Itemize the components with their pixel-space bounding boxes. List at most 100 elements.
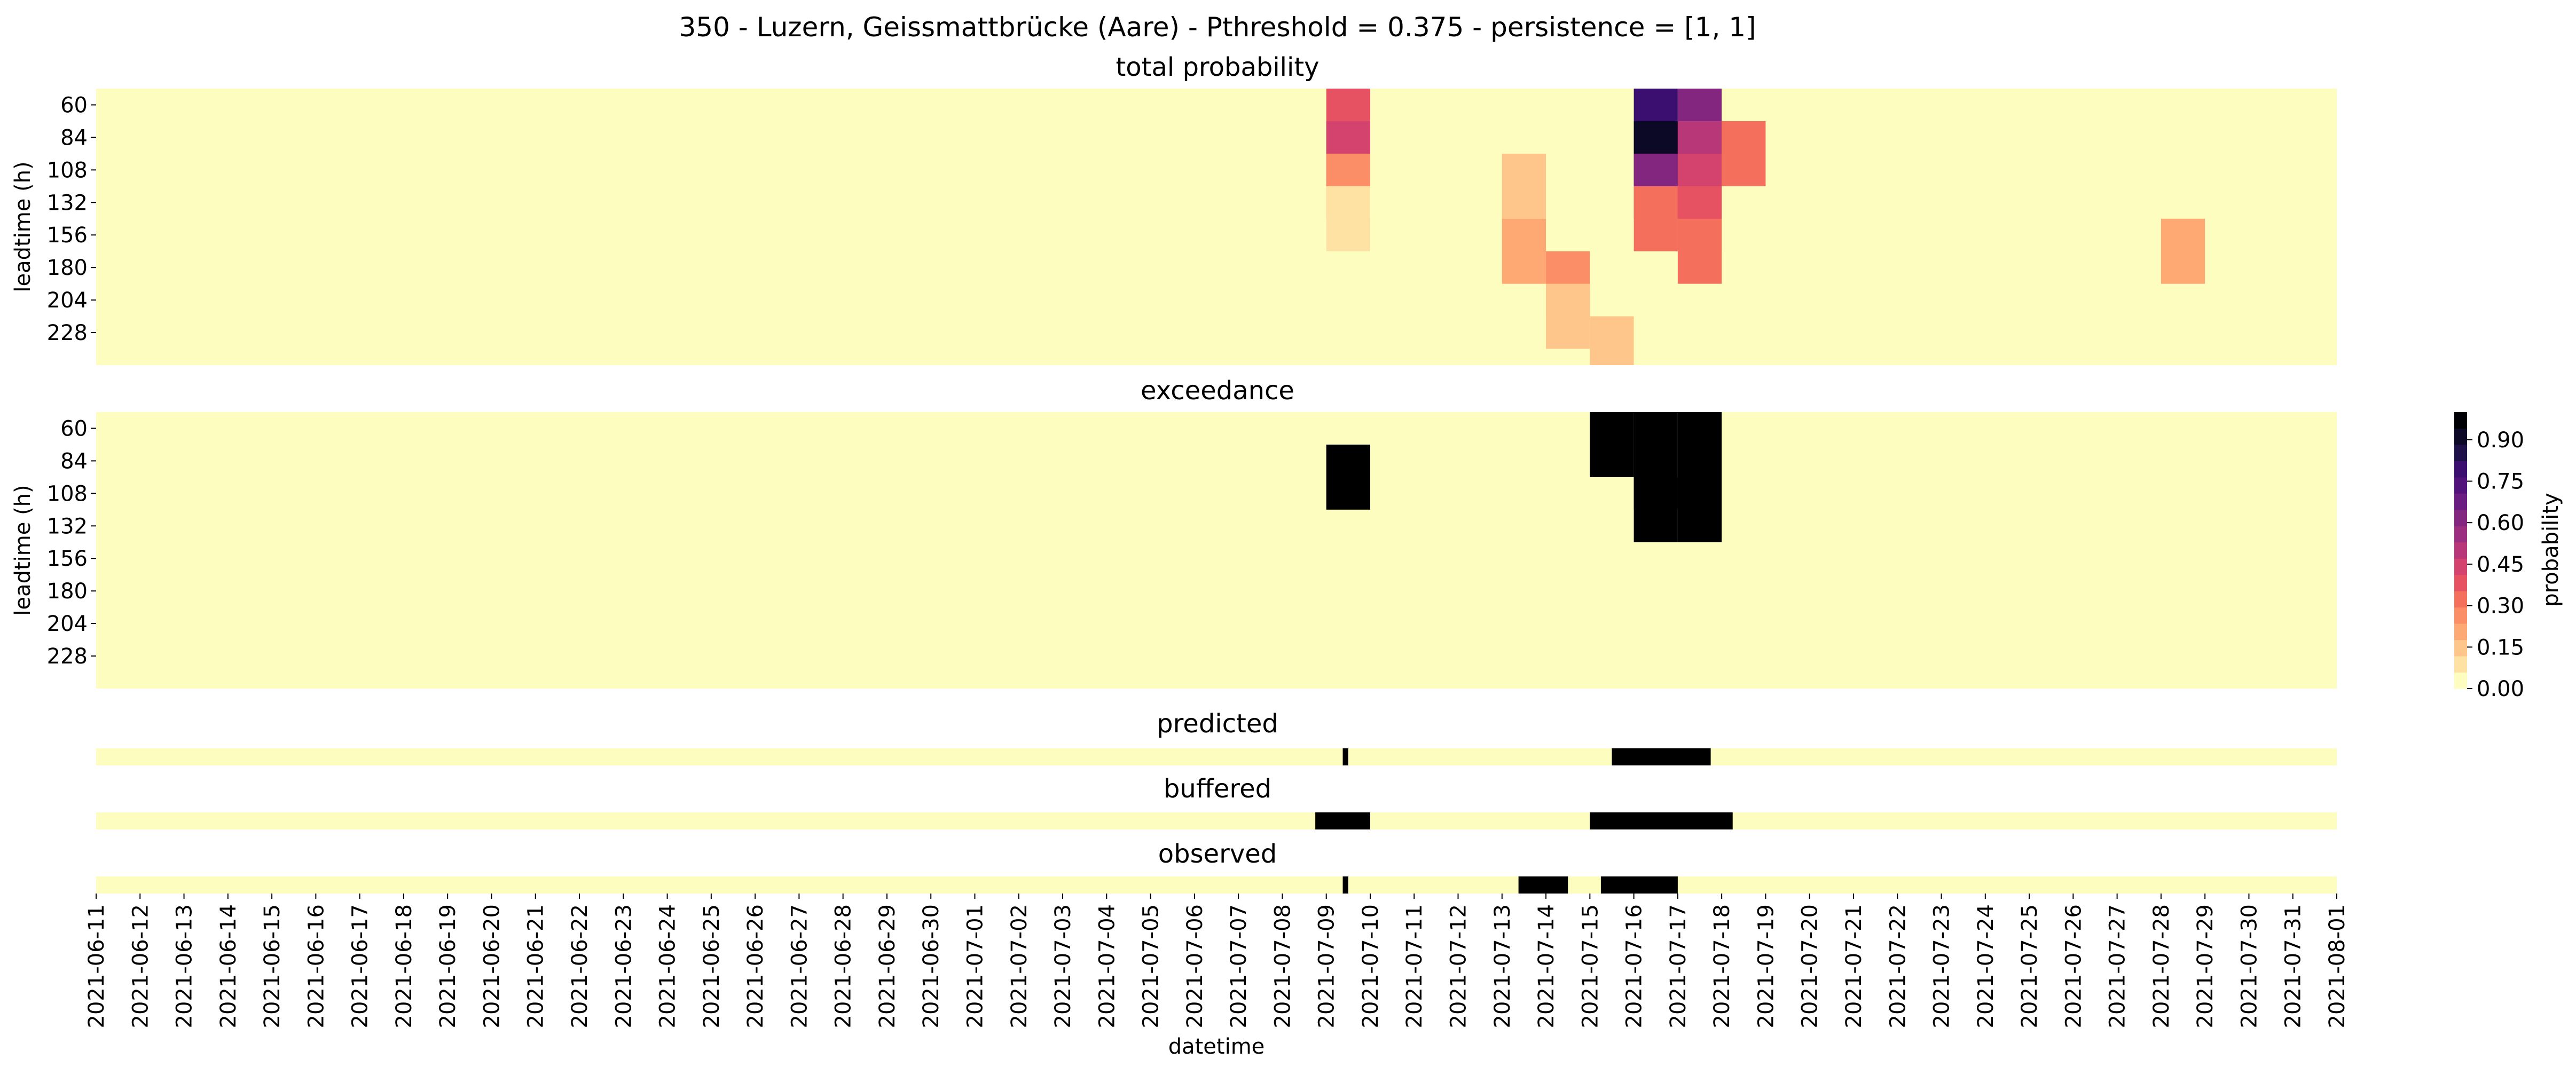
y-tick-label: 204 [47, 288, 88, 313]
colorbar-band [2454, 428, 2467, 445]
heat-cell [1590, 316, 1634, 365]
panel-total-probability [96, 89, 2337, 365]
y-tick-label: 156 [47, 223, 88, 248]
colorbar-band [2454, 526, 2467, 543]
x-tick-label: 2021-06-19 [436, 904, 460, 1028]
observed-background [96, 876, 2337, 894]
x-tick-label: 2021-07-19 [1754, 904, 1778, 1028]
predicted-cells [1342, 748, 1711, 765]
x-tick-label: 2021-07-26 [2061, 904, 2086, 1028]
x-tick-label: 2021-07-02 [1007, 904, 1032, 1028]
x-tick-label: 2021-06-14 [216, 904, 241, 1028]
xlabel: datetime [1168, 1034, 1265, 1059]
x-tick-label: 2021-07-15 [1578, 904, 1603, 1028]
colorbar-ticks: 0.00 0.15 0.30 0.45 0.60 0.75 0.90 [2467, 428, 2524, 701]
yticks-probability-panel: 60 84 108 132 156 180 204 228 [47, 93, 96, 345]
x-ticks: 2021-06-11 2021-06-12 2021-06-13 2021-06-14… [84, 894, 2350, 1028]
observed-cells [1342, 876, 1678, 894]
panel-exceedance [96, 412, 2337, 689]
y-tick-label: 108 [47, 481, 88, 506]
colorbar-label: probability [2539, 493, 2563, 606]
heat-cell [1677, 218, 1722, 284]
interval-bar [1342, 748, 1348, 765]
y-tick-label: 60 [60, 93, 88, 117]
colorbar-band [2454, 623, 2467, 641]
y-tick-label: 156 [47, 547, 88, 571]
interval-bar [1315, 812, 1370, 829]
x-tick-label: 2021-07-03 [1051, 904, 1075, 1028]
x-tick-label: 2021-07-18 [1710, 904, 1734, 1028]
x-tick-label: 2021-06-27 [787, 904, 812, 1028]
heat-cell [1326, 444, 1370, 510]
x-tick-label: 2021-06-17 [348, 904, 373, 1028]
x-tick-label: 2021-07-04 [1095, 904, 1119, 1028]
x-tick-label: 2021-06-26 [743, 904, 768, 1028]
prob-cells [1326, 89, 2205, 365]
x-tick-label: 2021-06-28 [831, 904, 856, 1028]
interval-bar [1612, 748, 1711, 765]
ylabel-exceedance-panel: leadtime (h) [11, 485, 35, 615]
colorbar-band [2454, 672, 2467, 689]
x-tick-label: 2021-07-28 [2149, 904, 2174, 1028]
heat-cell [1326, 186, 1370, 251]
x-tick-label: 2021-07-29 [2193, 904, 2218, 1028]
heat-cell [1722, 121, 1766, 186]
y-tick-label: 108 [47, 158, 88, 183]
y-tick-label: 228 [47, 644, 88, 669]
x-tick-label: 2021-06-21 [524, 904, 548, 1028]
x-tick-label: 2021-07-31 [2281, 904, 2306, 1028]
buffered-background [96, 812, 2337, 829]
x-tick-label: 2021-06-30 [919, 904, 944, 1028]
x-tick-label: 2021-07-25 [2017, 904, 2042, 1028]
x-tick-label: 2021-07-01 [963, 904, 987, 1028]
suptitle: 350 - Luzern, Geissmattbrücke (Aare) - P… [679, 12, 1756, 43]
x-tick-label: 2021-08-01 [2325, 904, 2350, 1028]
heat-cell [1633, 477, 1678, 542]
x-tick-label: 2021-07-13 [1490, 904, 1515, 1028]
prob-background [96, 89, 2337, 365]
x-tick-label: 2021-07-12 [1447, 904, 1471, 1028]
colorbar-band [2454, 542, 2467, 559]
colorbar-band [2454, 558, 2467, 575]
heat-cell [1502, 153, 1546, 219]
x-tick-label: 2021-07-24 [1974, 904, 1998, 1028]
colorbar-band [2454, 574, 2467, 591]
interval-bar [1342, 876, 1348, 894]
heat-cell [2161, 218, 2205, 284]
x-tick-label: 2021-06-15 [260, 904, 285, 1028]
ylabel-probability-panel: leadtime (h) [11, 161, 35, 292]
heat-cell [1633, 186, 1678, 251]
x-tick-label: 2021-07-23 [1930, 904, 1954, 1028]
colorbar-band [2454, 444, 2467, 461]
x-tick-label: 2021-07-21 [1842, 904, 1866, 1028]
x-tick-label: 2021-07-22 [1886, 904, 1910, 1028]
x-tick-label: 2021-07-07 [1227, 904, 1251, 1028]
interval-bar [1600, 876, 1678, 894]
panel-title-total-probability: total probability [1116, 52, 1319, 82]
interval-bar [1518, 876, 1568, 894]
yticks-exceedance-panel: 60 84 108 132 156 180 204 228 [47, 416, 96, 669]
colorbar-band [2454, 461, 2467, 478]
x-tick-label: 2021-06-11 [84, 904, 109, 1028]
x-tick-label: 2021-07-20 [1798, 904, 1823, 1028]
panel-title-exceedance: exceedance [1141, 376, 1294, 406]
colorbar-band [2454, 509, 2467, 526]
colorbar-band [2454, 493, 2467, 510]
heat-cell [1546, 283, 1590, 349]
exc-background [96, 412, 2337, 689]
colorbar-tick-label: 0.60 [2477, 511, 2524, 535]
buffered-cells [1315, 812, 1733, 829]
colorbar-tick-label: 0.75 [2477, 470, 2524, 494]
colorbar-band [2454, 656, 2467, 673]
colorbar [2454, 412, 2467, 689]
colorbar-tick-label: 0.45 [2477, 552, 2524, 577]
x-tick-label: 2021-06-12 [128, 904, 153, 1028]
exc-cells [1326, 412, 1722, 542]
y-tick-label: 132 [47, 514, 88, 539]
panel-title-buffered: buffered [1164, 774, 1271, 804]
x-tick-label: 2021-06-22 [568, 904, 592, 1028]
x-tick-label: 2021-07-05 [1139, 904, 1164, 1028]
colorbar-band [2454, 412, 2467, 429]
x-tick-label: 2021-07-17 [1666, 904, 1691, 1028]
colorbar-band [2454, 607, 2467, 624]
